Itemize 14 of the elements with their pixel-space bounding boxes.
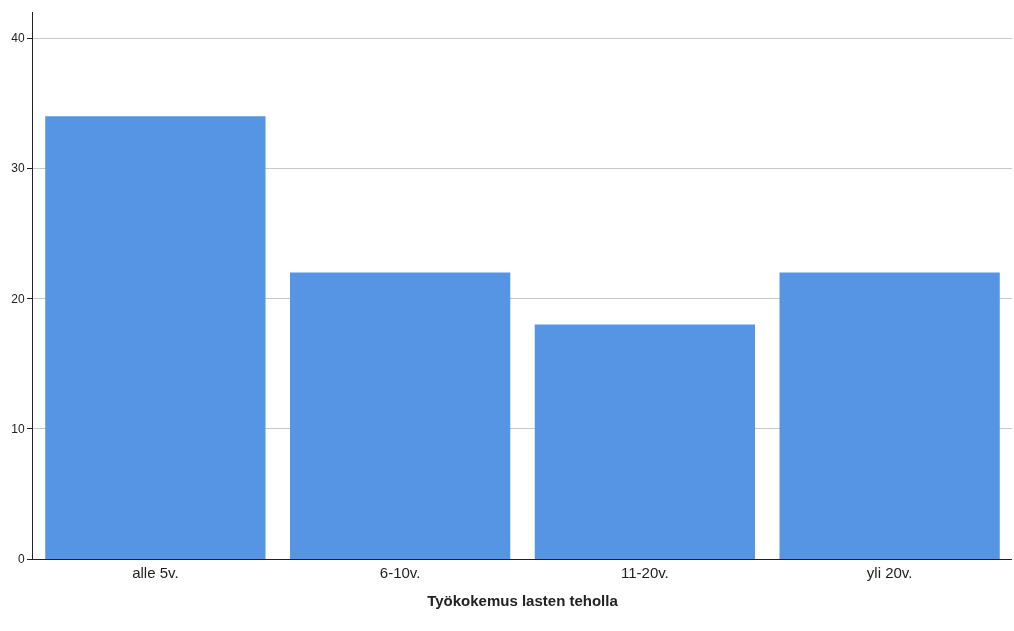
x-axis-title: Työkokemus lasten teholla [427, 592, 619, 609]
y-tick-label: 10 [11, 421, 25, 436]
x-tick-label: alle 5v. [132, 564, 179, 581]
bar [779, 272, 1000, 559]
y-tick-label: 0 [17, 552, 25, 567]
x-tick-label: 6-10v. [379, 564, 421, 581]
x-tick-label: 11-20v. [620, 564, 669, 581]
bar [534, 324, 756, 559]
y-tick-label: 20 [11, 291, 25, 306]
bar [289, 272, 511, 559]
x-tick-label: yli 20v. [866, 564, 913, 581]
y-tick-label: 40 [11, 31, 25, 46]
bar [45, 116, 266, 559]
y-tick-label: 30 [11, 161, 25, 176]
